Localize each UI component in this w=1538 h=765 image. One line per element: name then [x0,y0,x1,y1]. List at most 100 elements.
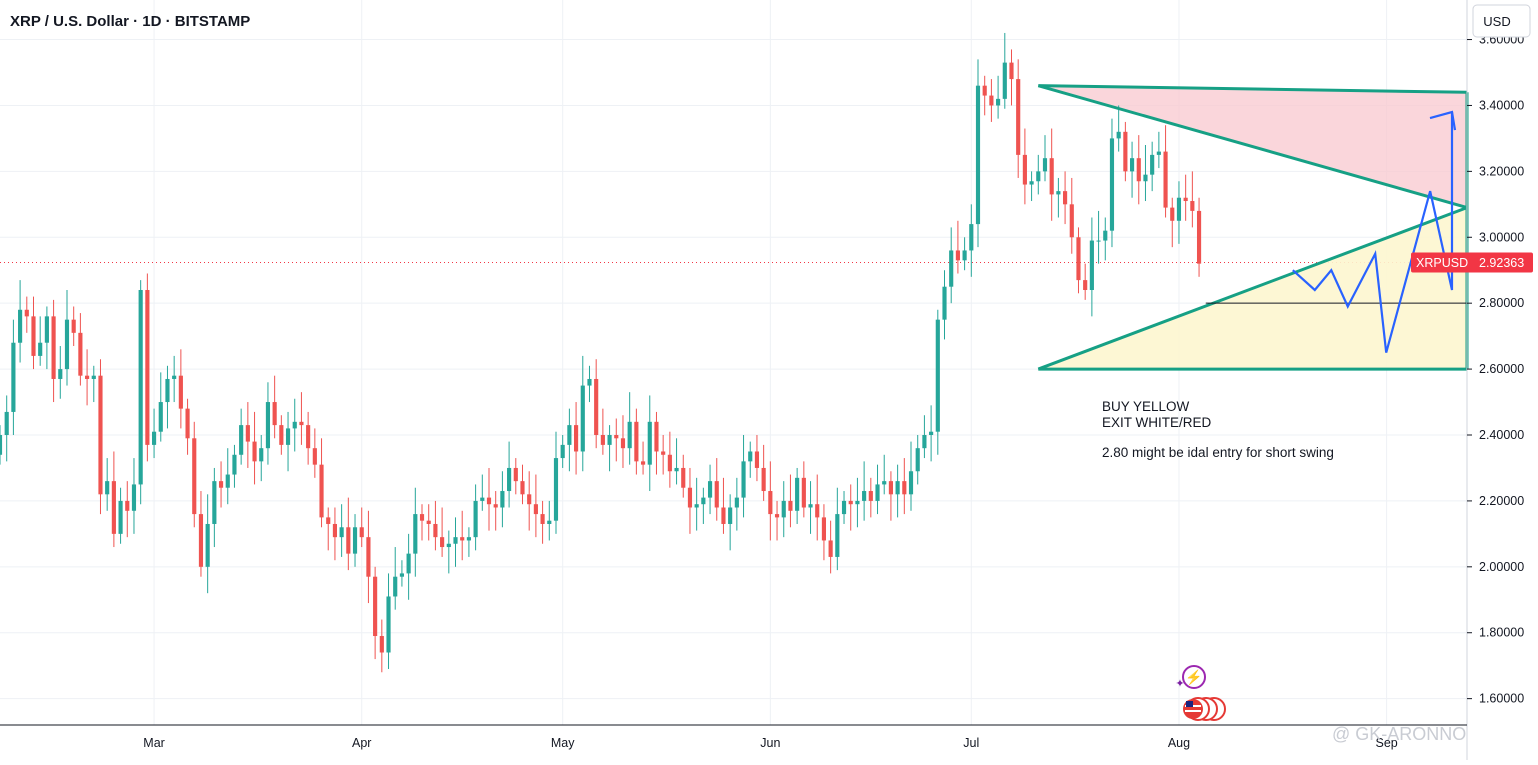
candle-body [915,448,920,472]
candle-body [647,421,652,465]
price-scale[interactable]: 3.600003.400003.200003.000002.800002.600… [1467,33,1524,706]
candle-body [399,573,404,577]
candle-body [185,408,190,439]
candle-body [768,491,773,515]
projection-arrowhead [1429,110,1457,131]
candle-body [774,514,780,518]
y-tick-label: 3.00000 [1479,230,1524,244]
candle-body [306,425,311,449]
candle-body [587,378,592,386]
candle-body [38,342,43,356]
candle-body [888,481,893,495]
candle-body [714,481,719,508]
us-flag-event-icon[interactable] [1183,697,1226,721]
candle-body [1049,158,1054,195]
candle-body [285,428,291,445]
chart-title: XRP / U.S. Dollar · 1D · BITSTAMP [10,13,250,30]
candle-body [326,517,331,524]
candle-body [466,537,471,541]
currency-button[interactable]: USD [1472,4,1531,38]
candle-body [801,477,806,508]
candle-body [540,514,545,524]
candle-body [460,537,465,541]
candle-body [828,540,833,557]
y-tick-label: 1.80000 [1479,626,1524,640]
candle-body [855,500,860,505]
candle-body [821,517,827,541]
candle-body [11,342,16,412]
candle-body [500,491,505,508]
candle-body [332,523,338,538]
candle-body [312,448,317,465]
candle-body [366,537,371,577]
candle-body [71,319,76,333]
candle-body [694,504,699,508]
candle-body [1196,210,1202,264]
candle-body [1109,138,1115,231]
candle-body [178,375,183,409]
candle-body [339,527,344,538]
y-tick-label: 3.40000 [1479,98,1524,112]
candle-body [580,385,585,452]
candle-body [969,224,974,251]
candle-body [1016,79,1021,155]
candle-body [151,431,157,445]
candle-body [815,504,820,518]
candle-body [634,421,639,462]
candle-body [31,316,36,356]
candle-body [292,421,297,429]
candle-body [1163,151,1168,208]
candle-body [520,481,525,495]
candle-body [446,543,451,548]
y-tick-label: 2.20000 [1479,494,1524,508]
candle-body [359,527,364,538]
candle-body [1029,181,1034,185]
triangle-line [1037,84,1468,210]
candle-body [567,425,572,445]
candle-body [279,425,284,445]
candle-body [1116,131,1121,139]
candle-body [145,290,150,445]
x-tick-label: Sep [1375,736,1397,750]
pattern-zones [1038,85,1467,370]
candle-body [955,250,960,261]
candle-body [929,431,934,435]
candle-body [741,461,746,498]
candle-body [473,500,478,538]
candle-body [922,435,927,449]
candle-body [1076,237,1081,281]
lightning-event-icon[interactable]: ⚡ ✦ [1175,665,1206,690]
candle-body [98,375,103,495]
candle-body [239,425,244,455]
x-tick-label: Jun [760,736,780,750]
candle-body [192,438,197,515]
candle-body [1176,197,1182,221]
candle-body [440,537,445,548]
candle-body [232,454,237,475]
y-tick-label: 1.60000 [1479,692,1524,706]
candle-body [91,375,96,379]
candle-body [902,481,907,495]
candle-body [795,477,800,511]
candle-body [962,250,967,261]
candle-body [1103,230,1108,241]
candle-body [513,467,518,482]
candle-body [1123,131,1128,172]
candle-body [352,527,358,554]
candle-body [480,497,485,501]
candle-body [553,458,559,521]
candle-body [507,467,512,492]
y-tick-label: 2.80000 [1479,296,1524,310]
candle-body [118,500,123,534]
candle-body [875,484,880,501]
candle-body [607,435,612,445]
candle-body [319,464,324,518]
candle-body [259,448,264,462]
candle-body [908,471,914,495]
time-scale[interactable]: Mar Apr May Jun Jul Aug Sep [143,736,1397,750]
candle-body [661,451,666,455]
candle-body [1156,151,1161,155]
x-tick-label: Jul [963,736,979,750]
